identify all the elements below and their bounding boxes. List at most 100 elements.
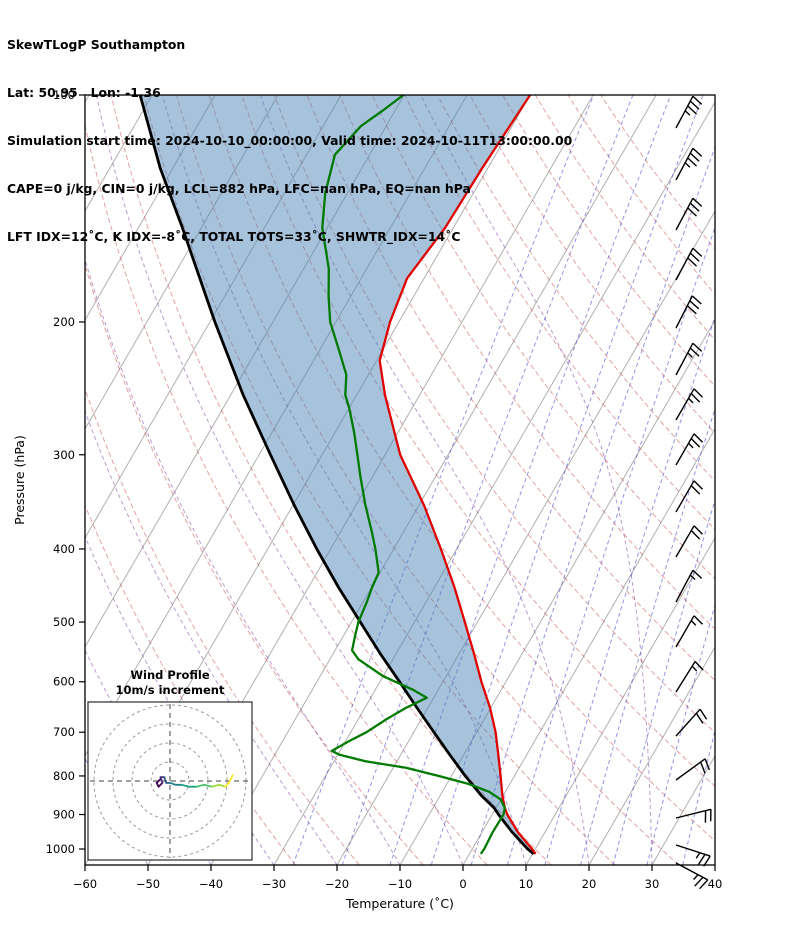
wind-barb-feather: [690, 393, 701, 403]
dry-adiabat-line: [600, 95, 715, 250]
isotherm-line: [273, 101, 715, 865]
x-tick-label: −10: [388, 877, 412, 891]
x-tick-label: −50: [136, 877, 160, 891]
x-tick-label: 30: [645, 877, 660, 891]
dry-adiabat-line: [85, 123, 488, 865]
dry-adiabat-line: [306, 95, 715, 682]
y-tick-label: 400: [53, 542, 75, 556]
wind-barb-half-feather: [684, 162, 691, 168]
isotherm-line: [85, 95, 405, 649]
wind-barb-feather: [693, 388, 703, 398]
wind-barb-column: [675, 95, 712, 890]
wind-barb: [675, 844, 711, 867]
wind-barb-feather: [687, 105, 697, 115]
wind-barb-staff: [675, 147, 694, 181]
wind-barb: [675, 615, 703, 648]
dry-adiabat-line: [371, 95, 715, 580]
y-tick-label: 200: [53, 315, 75, 329]
wind-barb-feather: [687, 207, 697, 217]
x-tick-label: −20: [325, 877, 349, 891]
wind-barb-half-feather: [684, 110, 691, 116]
wind-barb-staff: [675, 433, 695, 466]
hodograph-trace-segment: [195, 783, 206, 788]
grid-layer: [85, 95, 715, 865]
x-tick-label: 10: [519, 877, 534, 891]
mixing-ratio-line: [341, 95, 634, 865]
x-tick-label: 40: [708, 877, 723, 891]
wind-barb-feather: [692, 569, 703, 579]
wind-barb-staff: [675, 569, 694, 603]
y-tick-label: 600: [53, 675, 75, 689]
isotherm-line: [336, 210, 715, 865]
dry-adiabat-line: [404, 95, 715, 531]
wind-barb-staff: [675, 844, 711, 857]
isotherm-line: [85, 95, 279, 431]
wind-barb: [675, 480, 703, 513]
wind-barb: [675, 388, 703, 421]
hodograph-trace-segment: [169, 782, 177, 786]
moist-adiabat-line: [259, 95, 590, 865]
isotherm-line: [714, 864, 715, 865]
hodograph-subtitle: 10m/s increment: [116, 683, 225, 697]
mixing-ratio-line: [544, 315, 715, 865]
x-tick-label: −40: [199, 877, 223, 891]
wind-barb: [675, 569, 703, 603]
wind-barb-feather: [686, 305, 697, 315]
wind-barb-feather: [695, 712, 704, 724]
wind-barb-staff: [675, 615, 695, 648]
mixing-ratio-line: [612, 498, 715, 865]
isotherm-line: [85, 95, 342, 540]
dewpoint-curve: [321, 95, 506, 855]
hodograph-inset: [87, 701, 253, 861]
wind-barb-feather: [691, 295, 702, 305]
wind-barb-feather: [699, 708, 708, 720]
isotherm-line: [85, 95, 216, 322]
wind-barb-feather: [689, 152, 700, 162]
hodograph-trace-segment: [218, 783, 226, 788]
wind-barb-feather: [689, 100, 700, 110]
wind-barb-half-feather: [689, 574, 696, 581]
wind-barb: [675, 247, 703, 281]
wind-barb-half-feather: [688, 442, 694, 449]
chart-header: SkewTLogP Southampton Lat: 50.95 Lon: -1…: [7, 5, 572, 261]
dry-adiabat-line: [85, 263, 424, 865]
wind-barb-feather: [687, 257, 697, 267]
dry-adiabat-line: [85, 387, 360, 865]
y-tick-label: 900: [53, 808, 75, 822]
isotherm-line: [651, 755, 715, 865]
mixing-ratio-line: [580, 407, 715, 865]
y-tick-label: 800: [53, 769, 75, 783]
dry-adiabat-line: [273, 95, 715, 734]
mixing-ratio-line: [470, 145, 715, 865]
wind-barb: [675, 808, 712, 823]
wind-barb-feather: [693, 433, 703, 443]
wind-barb-half-feather: [695, 852, 701, 859]
wind-barb: [675, 708, 708, 737]
hodograph-trace-segment: [228, 774, 234, 784]
wind-barb-staff: [675, 758, 706, 781]
mixing-ratio-line: [646, 603, 715, 865]
wind-barb-staff: [675, 295, 693, 329]
wind-barb-feather: [692, 197, 703, 207]
wind-barb-feather: [697, 854, 706, 865]
wind-barb: [675, 147, 703, 181]
wind-barb-feather: [692, 342, 703, 352]
hodograph-trace-segment: [203, 783, 213, 788]
hodograph-trace-segment: [210, 783, 221, 788]
isotherm-line: [210, 95, 657, 865]
wind-barb-feather: [703, 855, 711, 867]
y-tick-label: 500: [53, 615, 75, 629]
stability-indices-line: LFT IDX=12˚C, K IDX=-8˚C, TOTAL TOTS=33˚…: [7, 229, 461, 244]
wind-barb: [675, 433, 703, 466]
wind-barb-feather: [689, 252, 700, 262]
wind-barb: [675, 295, 702, 329]
wind-barb-half-feather: [687, 352, 693, 358]
y-axis-label: Pressure (hPa): [12, 435, 27, 525]
wind-barb-feather: [692, 95, 703, 105]
x-tick-label: −60: [73, 877, 97, 891]
moist-adiabat-line: [161, 95, 527, 865]
wind-barb-staff: [675, 480, 695, 513]
wind-barb-staff: [675, 95, 694, 129]
moist-adiabat-line: [420, 95, 653, 865]
